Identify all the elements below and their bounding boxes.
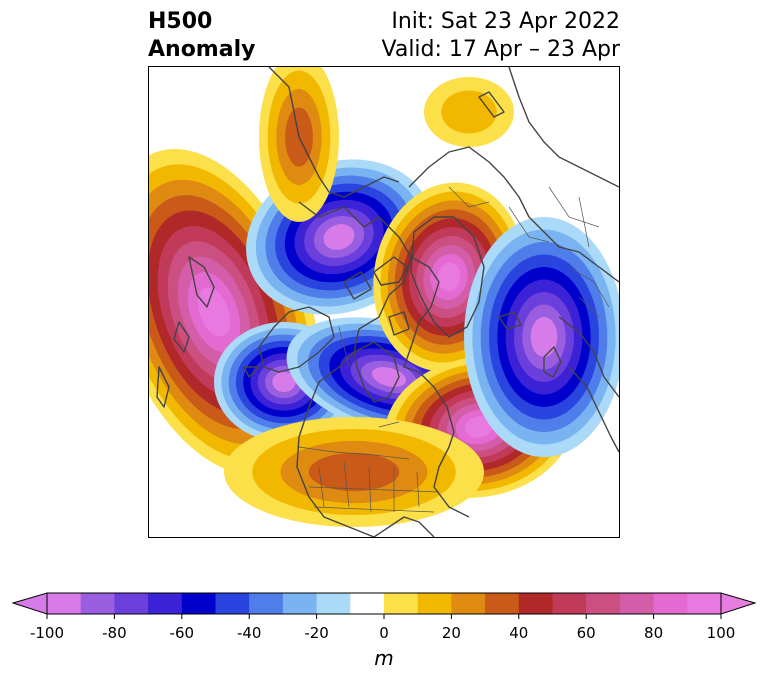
init-date: Init: Sat 23 Apr 2022: [391, 9, 620, 34]
colorbar-ticks: -100 -80 -60 -40 -20 0 20 40 60 80 100: [30, 614, 735, 642]
map-panel: [148, 66, 620, 538]
coastlines: [156, 67, 619, 537]
colorbar-bin: [114, 593, 149, 614]
valid-range: Valid: 17 Apr – 23 Apr: [381, 37, 621, 62]
colorbar-bin: [619, 593, 655, 614]
colorbar-bin: [485, 593, 520, 614]
colorbar-under-triangle: [11, 592, 48, 615]
arctic-ridge-anomaly: [424, 77, 514, 147]
colorbar-bin: [552, 593, 587, 614]
colorbar-tick-label: -80: [102, 624, 127, 642]
political-borders: [298, 186, 610, 513]
colorbar-bin: [148, 593, 183, 614]
anomaly-map: [149, 67, 619, 537]
colorbar-bin: [687, 593, 722, 614]
colorbar-bin: [249, 593, 284, 614]
colorbar-unit-label: m: [374, 646, 394, 670]
colorbar-bin: [215, 593, 250, 614]
colorbar-tick-label: 100: [707, 624, 736, 642]
colorbar-tick-label: -100: [30, 624, 64, 642]
pacific-ridge-anomaly: [149, 148, 321, 476]
title-field: Anomaly: [148, 37, 256, 62]
colorbar-bins: [47, 593, 722, 614]
title-variable: H500: [148, 9, 213, 34]
colorbar-bin: [417, 593, 452, 614]
anomaly-contour: [441, 90, 497, 134]
anomaly-contour: [197, 287, 231, 337]
colorbar-bin: [653, 593, 688, 614]
colorbar: -100 -80 -60 -40 -20 0 20 40 60 80 100: [11, 592, 757, 642]
anomaly-contour: [530, 317, 558, 357]
map-title: H500 Anomaly: [148, 8, 255, 64]
colorbar-bin: [316, 593, 351, 614]
anomaly-contour: [308, 452, 400, 492]
colorbar-bin: [350, 593, 385, 614]
colorbar-bin: [384, 593, 419, 614]
colorbar-tick-label: 0: [379, 624, 389, 642]
colorbar-bin: [518, 593, 553, 614]
colorbar-tick-label: -60: [170, 624, 195, 642]
colorbar-tick-label: 20: [442, 624, 461, 642]
anomaly-contour: [437, 262, 461, 292]
us-ridge-anomaly: [224, 417, 484, 527]
colorbar-bin: [586, 593, 621, 614]
colorbar-over-triangle: [720, 592, 757, 615]
colorbar-bin: [451, 593, 486, 614]
colorbar-tick-label: -20: [304, 624, 329, 642]
colorbar-tick-label: 40: [509, 624, 528, 642]
colorbar-bin: [80, 593, 115, 614]
colorbar-bin: [47, 593, 82, 614]
colorbar-bin: [181, 593, 216, 614]
siberia-low-anomaly: [464, 217, 619, 457]
colorbar-tick-label: 80: [644, 624, 663, 642]
colorbar-bin: [282, 593, 318, 614]
map-dates: Init: Sat 23 Apr 2022 Valid: 17 Apr – 23…: [382, 8, 621, 64]
colorbar-tick-label: 60: [577, 624, 596, 642]
anomaly-contour: [272, 372, 296, 392]
colorbar-tick-label: -40: [237, 624, 262, 642]
anomaly-contour: [464, 416, 494, 438]
anomaly-contour: [323, 224, 355, 250]
anomaly-contours: [149, 67, 619, 527]
